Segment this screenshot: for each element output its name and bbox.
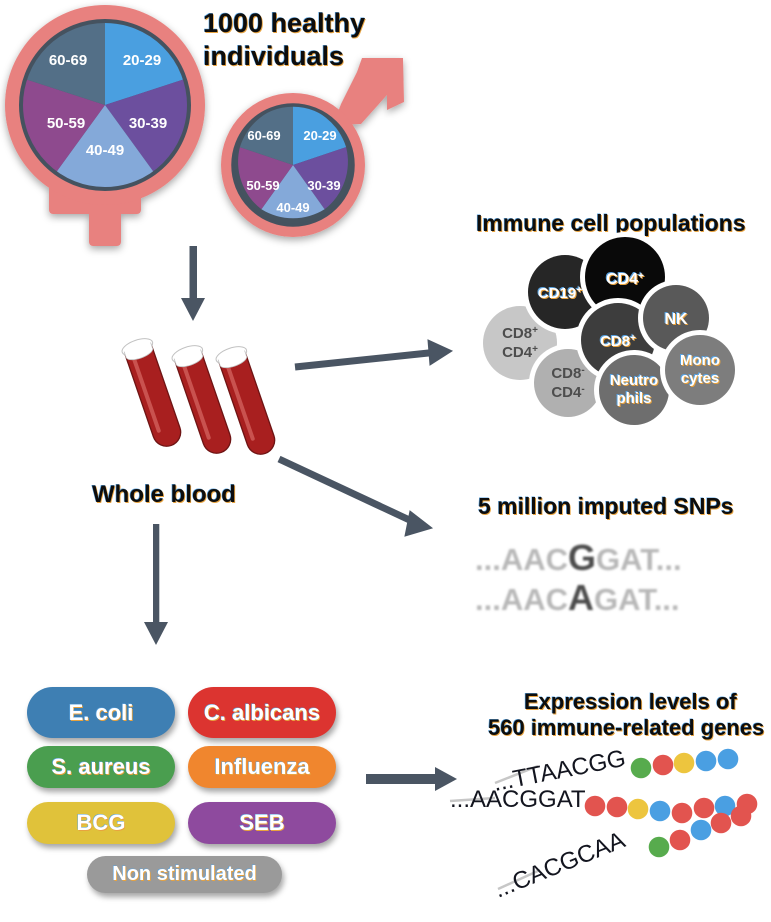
svg-text:cytes: cytes: [681, 370, 719, 387]
svg-text:50-59: 50-59: [47, 115, 85, 132]
svg-text:1000 healthy: 1000 healthy: [203, 8, 365, 38]
svg-text:50-59: 50-59: [246, 178, 279, 193]
svg-text:CD8-: CD8-: [551, 365, 584, 383]
svg-text:Expression levels of: Expression levels of: [524, 689, 737, 714]
svg-text:Mono: Mono: [680, 352, 720, 369]
svg-text:...AACGGAT: ...AACGGAT: [450, 786, 586, 813]
svg-text:60-69: 60-69: [247, 128, 280, 143]
svg-text:Immune cell populations: Immune cell populations: [476, 210, 746, 236]
svg-text:...AACGGAT...: ...AACGGAT...: [475, 537, 682, 578]
svg-text:Neutro: Neutro: [610, 372, 658, 389]
svg-text:5 million imputed SNPs: 5 million imputed SNPs: [478, 493, 734, 519]
svg-text:560 immune-related genes: 560 immune-related genes: [488, 715, 764, 740]
svg-text:40-49: 40-49: [86, 142, 124, 159]
svg-text:phils: phils: [616, 390, 651, 407]
svg-text:40-49: 40-49: [276, 200, 309, 215]
svg-text:20-29: 20-29: [303, 128, 336, 143]
svg-text:...AACAGAT...: ...AACAGAT...: [475, 577, 680, 618]
svg-text:CD4-: CD4-: [551, 384, 584, 402]
svg-text:30-39: 30-39: [129, 115, 167, 132]
svg-text:20-29: 20-29: [123, 52, 161, 69]
svg-text:individuals: individuals: [203, 41, 344, 71]
svg-text:NK: NK: [664, 311, 688, 328]
svg-text:30-39: 30-39: [307, 178, 340, 193]
svg-text:...CACGCAA: ...CACGCAA: [490, 827, 629, 904]
svg-text:CD19+: CD19+: [538, 285, 582, 303]
svg-text:Whole blood: Whole blood: [92, 481, 236, 508]
svg-text:60-69: 60-69: [49, 52, 87, 69]
